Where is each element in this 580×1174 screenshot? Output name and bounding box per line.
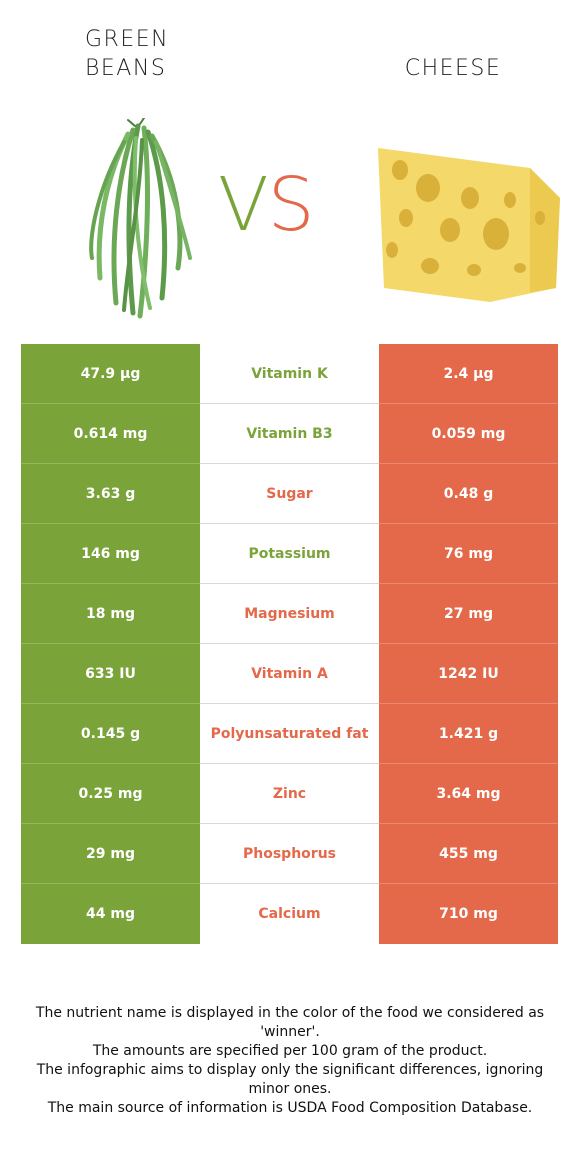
right-value-cell: 0.059 mg (379, 404, 558, 464)
comparison-table: 47.9 µg Vitamin K 2.4 µg 0.614 mg Vitamin B3… (21, 344, 558, 944)
note-source: The main source of information is USDA F… (47, 1100, 533, 1116)
left-value-cell: 44 mg (21, 884, 200, 944)
nutrient-name-cell: Vitamin B3 (200, 404, 379, 464)
table-row: 146 mg Potassium 76 mg (21, 524, 558, 584)
note-differences: The infographic aims to display only the… (36, 1062, 544, 1097)
nutrient-name-cell: Vitamin A (200, 644, 379, 704)
note-amounts: The amounts are specified per 100 gram o… (92, 1043, 488, 1059)
left-value-cell: 0.145 g (21, 704, 200, 764)
left-value-cell: 0.25 mg (21, 764, 200, 824)
right-value-cell: 455 mg (379, 824, 558, 884)
left-value-cell: 3.63 g (21, 464, 200, 524)
left-value-cell: 146 mg (21, 524, 200, 584)
table-row: 0.614 mg Vitamin B3 0.059 mg (21, 404, 558, 464)
nutrient-name-cell: Magnesium (200, 584, 379, 644)
table-row: 633 IU Vitamin A 1242 IU (21, 644, 558, 704)
left-value-cell: 633 IU (21, 644, 200, 704)
nutrient-name-cell: Zinc (200, 764, 379, 824)
right-value-cell: 76 mg (379, 524, 558, 584)
right-food-title: CHEESE (380, 54, 526, 83)
green-beans-image (89, 118, 192, 319)
nutrient-name-cell: Vitamin K (200, 344, 379, 404)
left-value-cell: 29 mg (21, 824, 200, 884)
nutrient-name-cell: Sugar (200, 464, 379, 524)
left-value-cell: 0.614 mg (21, 404, 200, 464)
nutrient-name-cell: Potassium (200, 524, 379, 584)
right-value-cell: 0.48 g (379, 464, 558, 524)
table-row: 44 mg Calcium 710 mg (21, 884, 558, 944)
footnotes: The nutrient name is displayed in the co… (20, 1004, 560, 1118)
left-food-title: GREEN BEANS (85, 25, 285, 83)
cheese-image (378, 148, 560, 302)
left-value-cell: 47.9 µg (21, 344, 200, 404)
left-value-cell: 18 mg (21, 584, 200, 644)
nutrient-name-cell: Calcium (200, 884, 379, 944)
right-food-title-text: CHEESE (404, 56, 502, 81)
vs-s-letter: S (267, 162, 315, 248)
table-row: 3.63 g Sugar 0.48 g (21, 464, 558, 524)
nutrient-name-cell: Polyunsaturated fat (200, 704, 379, 764)
nutrient-name-cell: Phosphorus (200, 824, 379, 884)
right-value-cell: 1.421 g (379, 704, 558, 764)
left-food-title-line2: BEANS (85, 56, 167, 81)
table-row: 18 mg Magnesium 27 mg (21, 584, 558, 644)
right-value-cell: 1242 IU (379, 644, 558, 704)
left-food-title-line1: GREEN (85, 27, 170, 52)
table-row: 0.145 g Polyunsaturated fat 1.421 g (21, 704, 558, 764)
vs-label: VS (218, 168, 315, 242)
vs-v-letter: V (218, 162, 269, 248)
right-value-cell: 710 mg (379, 884, 558, 944)
table-row: 47.9 µg Vitamin K 2.4 µg (21, 344, 558, 404)
table-row: 29 mg Phosphorus 455 mg (21, 824, 558, 884)
right-value-cell: 27 mg (379, 584, 558, 644)
note-winner-color: The nutrient name is displayed in the co… (35, 1005, 545, 1040)
right-value-cell: 3.64 mg (379, 764, 558, 824)
table-row: 0.25 mg Zinc 3.64 mg (21, 764, 558, 824)
right-value-cell: 2.4 µg (379, 344, 558, 404)
